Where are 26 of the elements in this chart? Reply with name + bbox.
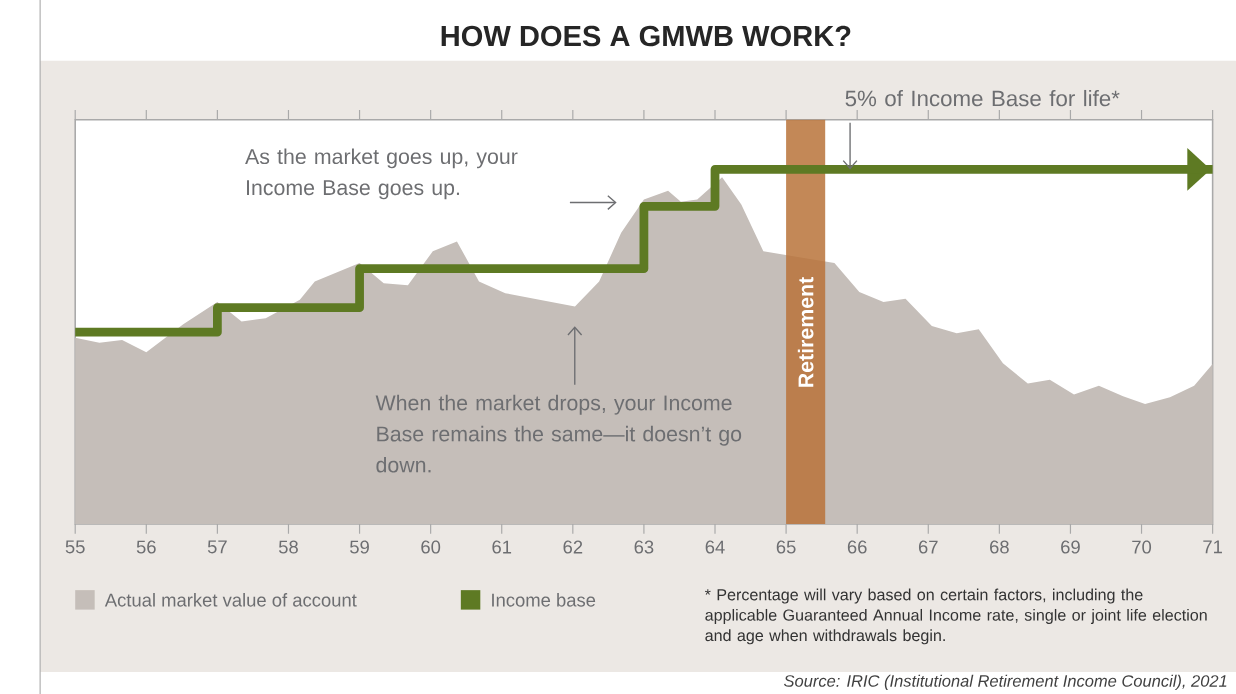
text: * Percentage will vary based on certain factors, including the applicable Guaranteed Annual Income rate, single or joint life election and age when withdrawals begin. <box>704 588 1207 645</box>
x-tick-label: 63 <box>634 540 654 554</box>
source-note: Source: IRIC (Institutional Retirement Income Council), 2021 <box>783 674 1227 690</box>
x-tick-label: 70 <box>1132 540 1152 554</box>
x-tick-label: 66 <box>847 540 867 554</box>
x-tick-label: 59 <box>350 540 369 554</box>
x-tick-label: 58 <box>278 540 298 554</box>
x-tick-label: 56 <box>136 540 156 554</box>
x-tick-label: 68 <box>990 540 1009 554</box>
x-tick-label: 71 <box>1203 540 1222 554</box>
annotation: 5% of Income Base for life* <box>845 89 1120 107</box>
x-tick-label: 61 <box>492 540 512 554</box>
x-tick-label: 57 <box>207 540 227 554</box>
x-tick-label: 55 <box>65 540 85 554</box>
x-tick-label: 65 <box>776 540 796 554</box>
chart-title: HOW DOES A GMWB WORK? <box>441 25 851 47</box>
annotation: As the market goes up, your Income Base goes up. <box>245 148 518 200</box>
x-tick-label: 67 <box>918 540 938 554</box>
band-label: Retirement <box>797 276 814 387</box>
legend-label: Income base <box>492 592 596 607</box>
x-tick-label: 60 <box>421 540 441 554</box>
x-tick-label: 69 <box>1061 540 1080 554</box>
legend-label: Actual market value of account <box>104 592 357 607</box>
x-tick-label: 64 <box>705 540 725 554</box>
annotation: When the market drops, your Income Base remains the same—it doesn’t go down. <box>375 394 742 473</box>
x-tick-label: 62 <box>563 540 583 554</box>
